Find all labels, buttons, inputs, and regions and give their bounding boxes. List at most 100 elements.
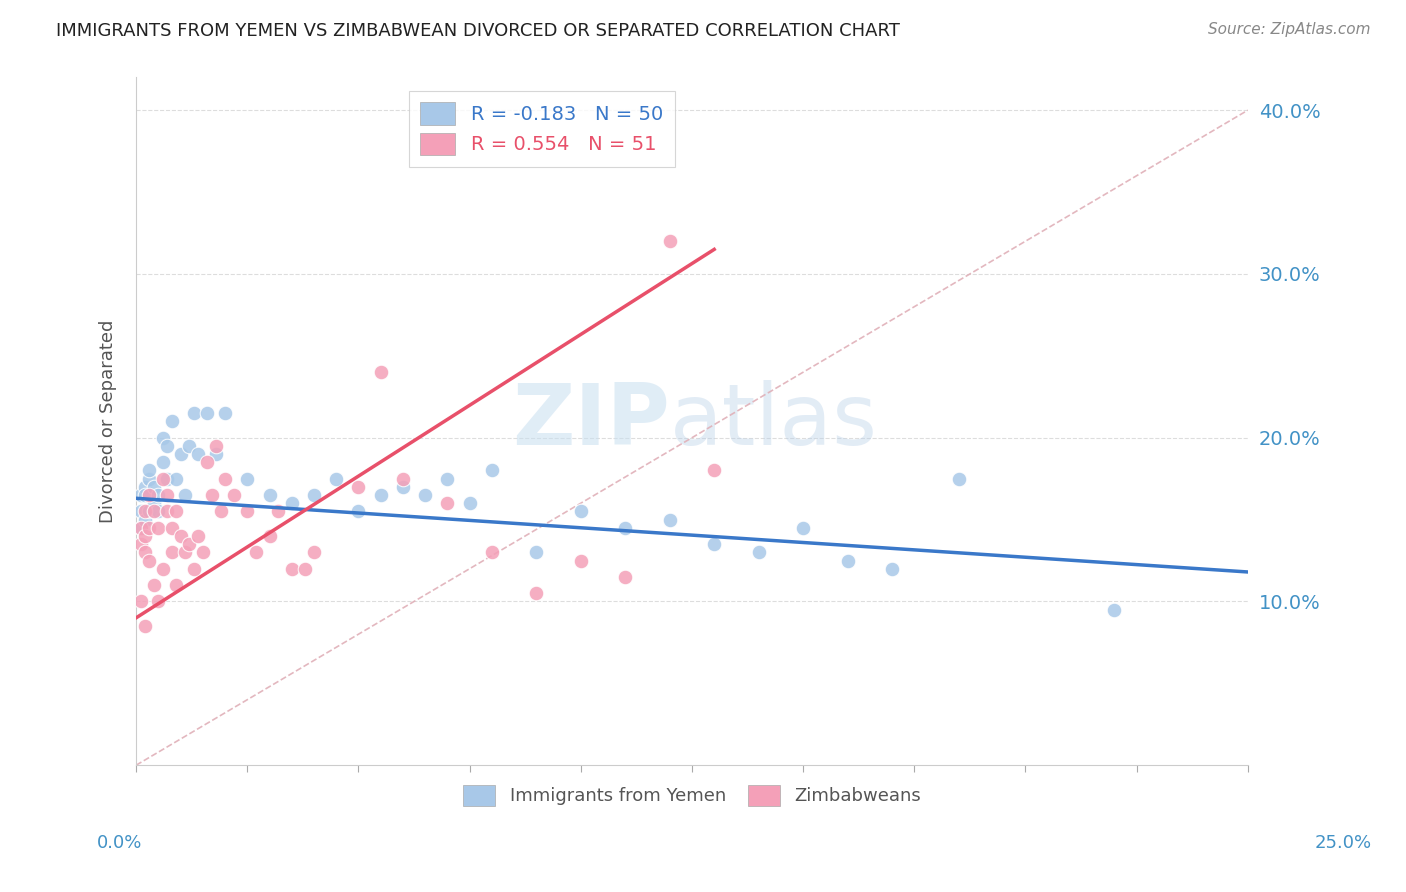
Point	[569, 504, 592, 518]
Point	[148, 521, 170, 535]
Point	[436, 496, 458, 510]
Point	[201, 488, 224, 502]
Point	[267, 504, 290, 518]
Text: atlas: atlas	[669, 380, 877, 463]
Point	[142, 480, 165, 494]
Point	[481, 545, 503, 559]
Point	[165, 472, 187, 486]
Point	[302, 488, 325, 502]
Text: 0.0%: 0.0%	[97, 834, 142, 852]
Point	[658, 512, 681, 526]
Point	[205, 439, 228, 453]
Point	[134, 504, 156, 518]
Point	[142, 504, 165, 518]
Point	[160, 545, 183, 559]
Text: IMMIGRANTS FROM YEMEN VS ZIMBABWEAN DIVORCED OR SEPARATED CORRELATION CHART: IMMIGRANTS FROM YEMEN VS ZIMBABWEAN DIVO…	[56, 22, 900, 40]
Point	[138, 521, 160, 535]
Point	[205, 447, 228, 461]
Point	[209, 504, 232, 518]
Point	[195, 455, 218, 469]
Point	[183, 406, 205, 420]
Point	[174, 488, 197, 502]
Point	[214, 406, 236, 420]
Point	[138, 488, 160, 502]
Point	[236, 504, 259, 518]
Point	[160, 521, 183, 535]
Point	[148, 488, 170, 502]
Point	[524, 545, 547, 559]
Point	[160, 414, 183, 428]
Point	[129, 488, 152, 502]
Point	[148, 594, 170, 608]
Point	[152, 562, 174, 576]
Point	[148, 504, 170, 518]
Point	[156, 504, 179, 518]
Point	[152, 431, 174, 445]
Point	[134, 512, 156, 526]
Point	[142, 578, 165, 592]
Point	[129, 594, 152, 608]
Point	[169, 447, 191, 461]
Point	[703, 463, 725, 477]
Text: ZIP: ZIP	[512, 380, 669, 463]
Point	[259, 488, 281, 502]
Point	[370, 488, 392, 502]
Point	[703, 537, 725, 551]
Point	[214, 472, 236, 486]
Legend: Immigrants from Yemen, Zimbabweans: Immigrants from Yemen, Zimbabweans	[454, 776, 931, 814]
Point	[748, 545, 770, 559]
Point	[134, 545, 156, 559]
Point	[370, 365, 392, 379]
Point	[138, 463, 160, 477]
Point	[413, 488, 436, 502]
Point	[142, 496, 165, 510]
Point	[569, 553, 592, 567]
Point	[179, 537, 201, 551]
Point	[156, 472, 179, 486]
Point	[436, 472, 458, 486]
Point	[302, 545, 325, 559]
Point	[281, 496, 304, 510]
Point	[169, 529, 191, 543]
Point	[792, 521, 814, 535]
Point	[187, 447, 209, 461]
Point	[392, 472, 415, 486]
Point	[165, 504, 187, 518]
Point	[281, 562, 304, 576]
Point	[347, 480, 370, 494]
Point	[165, 578, 187, 592]
Point	[880, 562, 903, 576]
Point	[236, 472, 259, 486]
Point	[294, 562, 316, 576]
Point	[191, 545, 214, 559]
Point	[174, 545, 197, 559]
Point	[325, 472, 347, 486]
Point	[138, 472, 160, 486]
Point	[481, 463, 503, 477]
Point	[138, 553, 160, 567]
Point	[1104, 602, 1126, 616]
Text: Source: ZipAtlas.com: Source: ZipAtlas.com	[1208, 22, 1371, 37]
Point	[183, 562, 205, 576]
Point	[614, 570, 637, 584]
Point	[156, 488, 179, 502]
Point	[222, 488, 245, 502]
Text: 25.0%: 25.0%	[1315, 834, 1371, 852]
Point	[195, 406, 218, 420]
Point	[134, 480, 156, 494]
Point	[392, 480, 415, 494]
Point	[138, 504, 160, 518]
Y-axis label: Divorced or Separated: Divorced or Separated	[100, 319, 117, 523]
Point	[948, 472, 970, 486]
Point	[658, 234, 681, 248]
Point	[347, 504, 370, 518]
Point	[614, 521, 637, 535]
Point	[129, 504, 152, 518]
Point	[187, 529, 209, 543]
Point	[129, 537, 152, 551]
Point	[458, 496, 481, 510]
Point	[245, 545, 267, 559]
Point	[156, 439, 179, 453]
Point	[134, 529, 156, 543]
Point	[259, 529, 281, 543]
